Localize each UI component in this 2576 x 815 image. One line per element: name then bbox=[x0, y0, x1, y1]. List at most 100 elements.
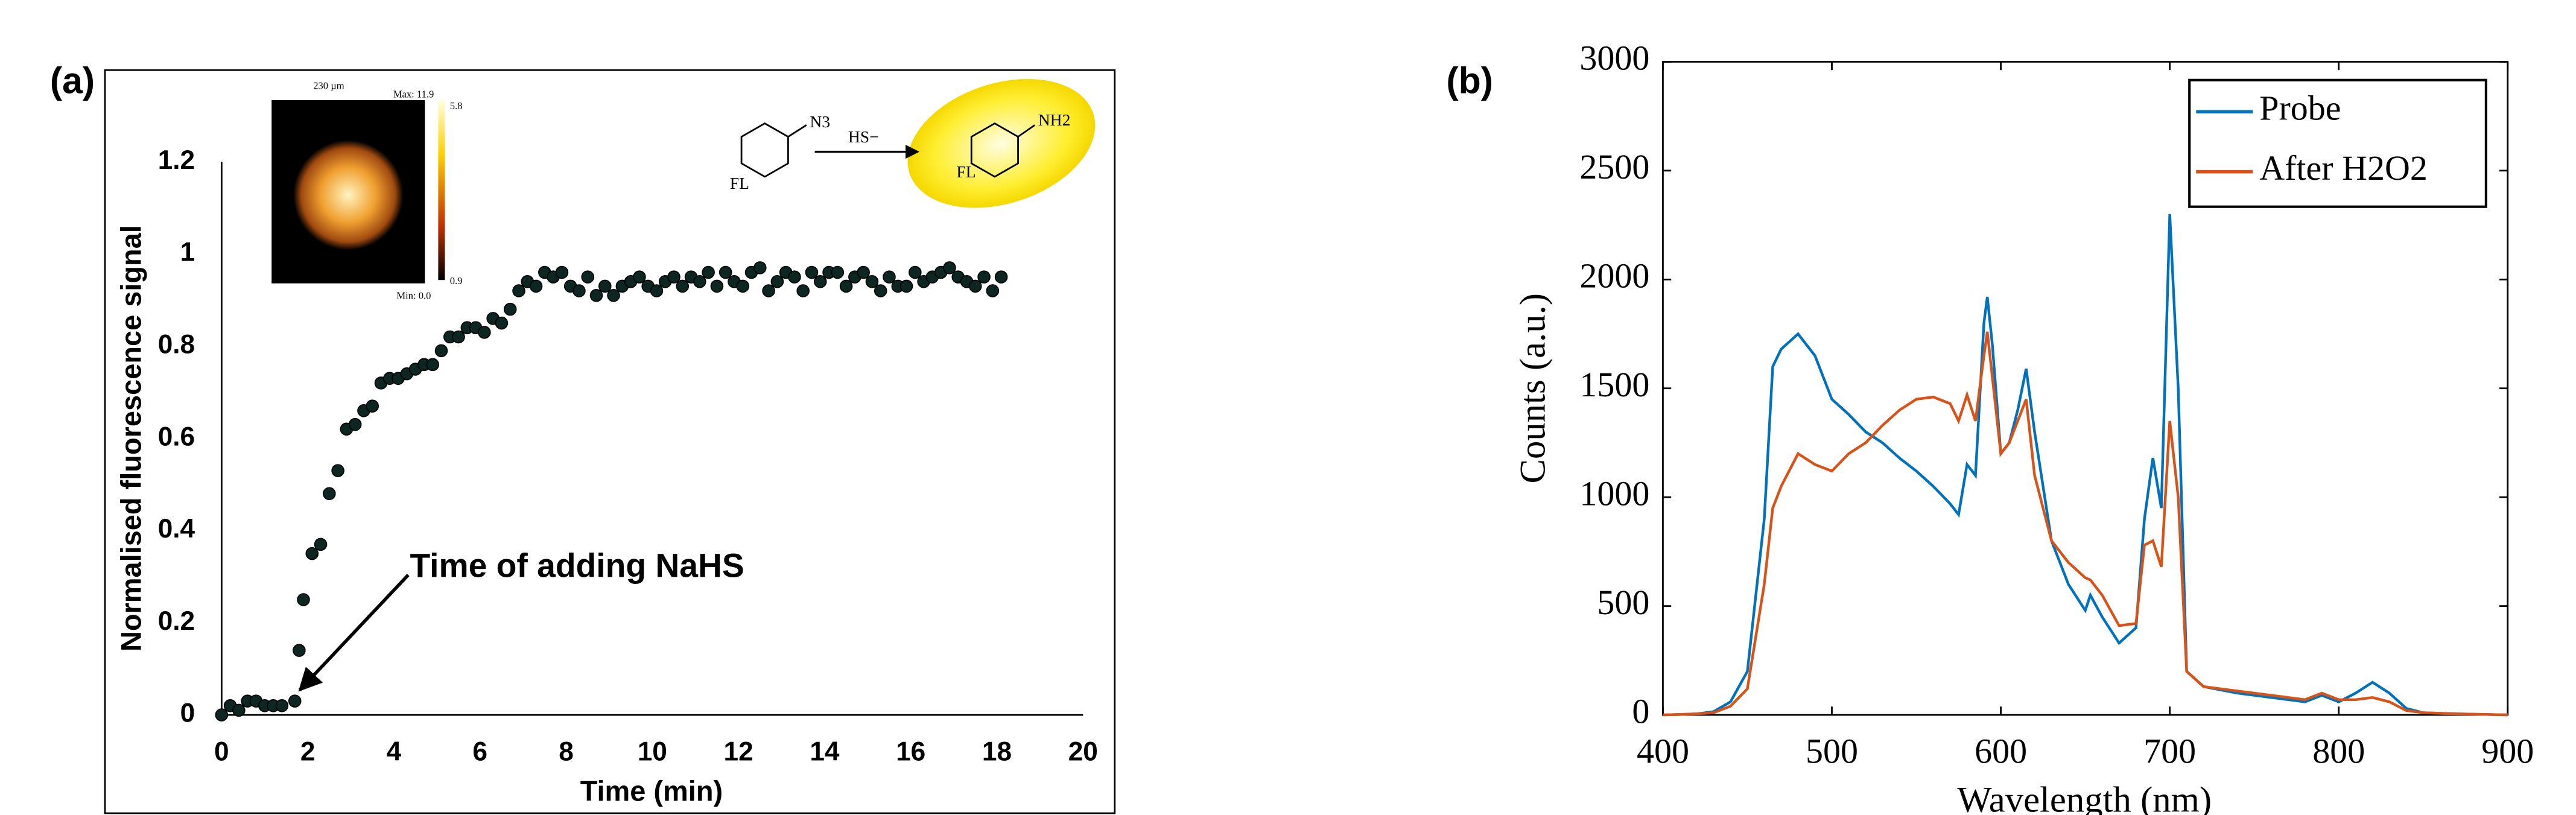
legend-box bbox=[2188, 78, 2487, 208]
inset-blob bbox=[293, 140, 404, 250]
bond bbox=[787, 124, 807, 138]
bond bbox=[1017, 124, 1035, 138]
data-point bbox=[633, 270, 646, 284]
x-tick-label: 700 bbox=[2143, 732, 2196, 771]
data-point bbox=[969, 279, 982, 293]
x-tick-label: 2 bbox=[300, 737, 316, 766]
panel-label: (b) bbox=[1446, 60, 1493, 101]
data-point bbox=[865, 275, 879, 288]
data-point bbox=[813, 275, 827, 288]
data-point bbox=[581, 270, 594, 284]
series-line bbox=[1663, 331, 2508, 717]
data-point bbox=[693, 275, 706, 288]
data-point bbox=[883, 270, 896, 284]
y-tick-label: 0 bbox=[180, 699, 195, 728]
data-point bbox=[977, 270, 991, 284]
inset-bar-top: 5.8 bbox=[450, 100, 463, 112]
left-group: N3 bbox=[810, 112, 830, 131]
data-point bbox=[478, 326, 491, 339]
x-tick-label: 600 bbox=[1975, 732, 2027, 771]
data-point bbox=[607, 288, 620, 302]
y-tick-label: 1.2 bbox=[158, 145, 195, 175]
y-tick-label: 2500 bbox=[1579, 147, 1649, 186]
x-tick-label: 900 bbox=[2481, 732, 2534, 771]
data-point bbox=[275, 699, 289, 712]
y-tick-label: 1 bbox=[180, 238, 195, 267]
x-tick-label: 12 bbox=[724, 737, 753, 766]
y-tick-label: 1000 bbox=[1579, 474, 1649, 513]
data-point bbox=[555, 265, 569, 279]
product-glow bbox=[907, 78, 1096, 208]
y-tick-label: 0.2 bbox=[158, 606, 195, 636]
data-point bbox=[434, 344, 448, 358]
data-point bbox=[495, 316, 509, 330]
y-tick-label: 0.6 bbox=[158, 422, 195, 451]
x-tick-label: 4 bbox=[387, 737, 402, 766]
series-line bbox=[1663, 214, 2508, 717]
data-point bbox=[512, 284, 525, 297]
data-point bbox=[788, 270, 801, 284]
data-point bbox=[348, 417, 362, 431]
inset-scale: 230 µm bbox=[313, 80, 344, 92]
data-point bbox=[986, 284, 1000, 297]
legend-label: After H2O2 bbox=[2259, 148, 2428, 188]
data-point bbox=[573, 284, 586, 297]
y-axis-label: Counts (a.u.) bbox=[1512, 293, 1553, 484]
x-axis-label: Time (min) bbox=[580, 775, 723, 807]
panel-frame bbox=[104, 69, 1116, 814]
y-axis-label: Normalised fluorescence signal bbox=[115, 225, 147, 652]
inset-bar-bottom: 0.9 bbox=[450, 275, 463, 287]
data-point bbox=[215, 708, 229, 721]
data-point bbox=[770, 275, 784, 288]
x-tick-label: 18 bbox=[982, 737, 1012, 766]
inset-max: Max: 11.9 bbox=[393, 88, 434, 100]
data-point bbox=[667, 270, 680, 284]
x-tick-label: 0 bbox=[214, 737, 229, 766]
data-point bbox=[323, 487, 336, 501]
data-point bbox=[719, 265, 732, 279]
data-point bbox=[293, 644, 306, 657]
y-tick-label: 500 bbox=[1597, 583, 1649, 622]
data-point bbox=[899, 279, 913, 293]
x-tick-label: 14 bbox=[810, 737, 840, 766]
x-tick-label: 400 bbox=[1637, 732, 1689, 771]
data-point bbox=[994, 270, 1008, 284]
legend-label: Probe bbox=[2259, 89, 2341, 128]
x-axis-label: Wavelength (nm) bbox=[1957, 779, 2212, 815]
x-tick-label: 800 bbox=[2312, 732, 2365, 771]
left-label: FL bbox=[730, 174, 749, 192]
data-point bbox=[297, 593, 310, 606]
y-tick-label: 1500 bbox=[1579, 365, 1649, 404]
data-point bbox=[314, 538, 328, 551]
panel-label: (a) bbox=[50, 60, 95, 101]
data-point bbox=[452, 330, 465, 344]
x-tick-label: 20 bbox=[1068, 737, 1098, 766]
data-point bbox=[736, 279, 750, 293]
data-point bbox=[676, 279, 690, 293]
data-point bbox=[702, 265, 715, 279]
right-group: NH2 bbox=[1038, 110, 1071, 129]
data-point bbox=[529, 279, 543, 293]
reagent: HS− bbox=[848, 127, 879, 146]
data-point bbox=[874, 284, 887, 297]
data-point bbox=[796, 284, 810, 297]
data-point bbox=[762, 284, 775, 297]
data-point bbox=[589, 288, 603, 302]
data-point bbox=[305, 547, 319, 560]
x-tick-label: 10 bbox=[638, 737, 667, 766]
benzene-left bbox=[740, 122, 789, 178]
data-point bbox=[650, 284, 664, 297]
x-tick-label: 8 bbox=[559, 737, 574, 766]
data-point bbox=[857, 265, 870, 279]
data-point bbox=[943, 261, 956, 274]
colorbar bbox=[438, 100, 445, 281]
data-point bbox=[598, 279, 612, 293]
data-point bbox=[710, 279, 724, 293]
data-point bbox=[232, 703, 246, 717]
x-tick-label: 500 bbox=[1806, 732, 1858, 771]
data-point bbox=[753, 261, 767, 274]
annotation-arrow bbox=[298, 574, 410, 692]
data-point bbox=[831, 265, 845, 279]
